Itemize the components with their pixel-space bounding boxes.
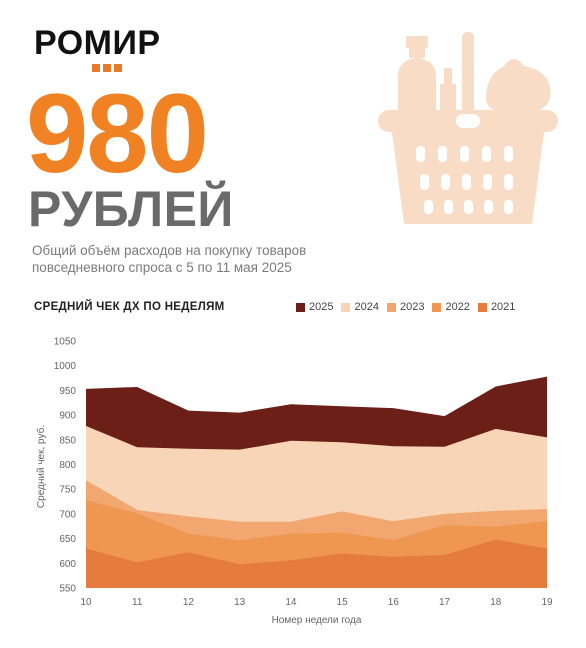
y-tick-label: 750 (59, 485, 76, 496)
x-tick-label: 17 (439, 597, 451, 608)
x-tick-label: 10 (80, 597, 92, 608)
x-axis-title: Номер недели года (272, 615, 362, 626)
x-tick-label: 15 (337, 597, 349, 608)
grocery-basket-icon (378, 32, 558, 224)
legend-label-2021: 2021 (490, 301, 516, 313)
chart-legend: 2025 2024 2023 2022 2021 (296, 301, 515, 313)
x-tick-label: 12 (183, 597, 195, 608)
y-tick-label: 950 (59, 386, 76, 397)
legend-label-2024: 2024 (354, 301, 379, 313)
x-tick-label: 18 (490, 597, 502, 608)
y-tick-label: 900 (59, 411, 76, 422)
legend-label-2025: 2025 (309, 301, 334, 313)
legend-item-2025: 2025 (296, 301, 333, 313)
legend-item-2024: 2024 (341, 301, 379, 313)
x-tick-label: 14 (285, 597, 297, 608)
brand-logo-dots (92, 64, 122, 72)
legend-label-2022: 2022 (445, 301, 470, 313)
legend-swatch-2022 (432, 302, 442, 312)
y-tick-label: 700 (59, 509, 76, 520)
y-tick-label: 550 (59, 584, 76, 595)
chart-title: СРЕДНИЙ ЧЕК ДХ ПО НЕДЕЛЯМ (34, 301, 225, 313)
legend-item-2022: 2022 (432, 301, 470, 313)
legend-swatch-2021 (477, 302, 487, 312)
y-tick-label: 1000 (54, 361, 77, 372)
legend-swatch-2024 (341, 302, 351, 312)
y-tick-label: 850 (59, 435, 76, 446)
legend-swatch-2023 (386, 302, 396, 312)
y-tick-label: 650 (59, 534, 76, 545)
headline-description: Общий объём расходов на покупку товаров … (32, 243, 307, 275)
x-tick-label: 16 (388, 597, 400, 608)
area-series-2021 (86, 539, 547, 588)
brand-logo: РОМИР (34, 24, 161, 62)
y-tick-label: 600 (59, 559, 76, 570)
x-tick-label: 11 (132, 597, 143, 608)
y-tick-label: 800 (59, 460, 76, 471)
headline-unit: РУБЛЕЙ (28, 181, 234, 237)
x-tick-label: 19 (541, 597, 553, 608)
y-axis-title: Средний чек, руб. (35, 425, 47, 508)
legend-label-2023: 2023 (399, 301, 425, 313)
legend-swatch-2025 (296, 302, 305, 312)
legend-item-2023: 2023 (386, 301, 425, 313)
headline-value: 980 (26, 71, 209, 196)
x-tick-label: 13 (234, 597, 246, 608)
legend-item-2021: 2021 (477, 301, 516, 313)
y-tick-label: 1050 (54, 337, 77, 348)
